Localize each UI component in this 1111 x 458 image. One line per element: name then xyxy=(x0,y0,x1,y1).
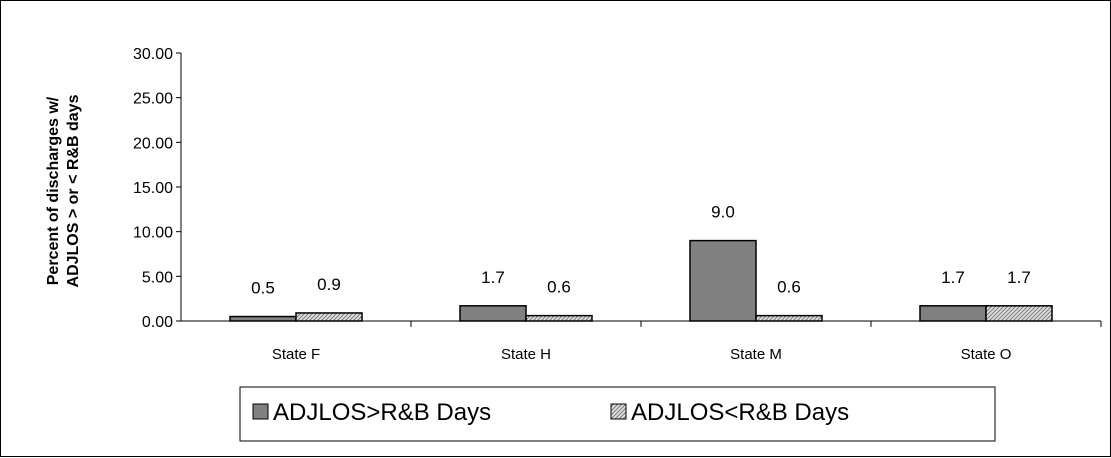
legend-label-series-2: ADJLOS<R&B Days xyxy=(631,399,849,426)
bar xyxy=(229,315,297,322)
data-label: 9.0 xyxy=(711,203,735,222)
y-tick-label: 15.00 xyxy=(133,180,173,197)
legend-swatch-series-1 xyxy=(252,403,269,420)
legend: ADJLOS>R&B Days ADJLOS<R&B Days xyxy=(239,386,996,442)
bar xyxy=(985,305,1053,322)
legend-swatch-series-2 xyxy=(610,403,627,420)
x-tick-label: State H xyxy=(501,346,551,363)
data-label: 0.5 xyxy=(251,279,275,298)
bar xyxy=(755,314,823,322)
legend-label-series-1: ADJLOS>R&B Days xyxy=(273,399,491,426)
y-tick-label: 10.00 xyxy=(133,225,173,242)
bar xyxy=(459,305,527,322)
bar xyxy=(295,312,363,322)
x-tick-label: State F xyxy=(272,346,320,363)
data-label: 1.7 xyxy=(481,268,505,287)
x-tick-label: State M xyxy=(730,346,782,363)
data-label: 0.9 xyxy=(317,275,341,294)
bars: 0.5 0.9 1.7 0.6 9.0 0.6 1.7 1.7 xyxy=(229,203,1053,322)
bar xyxy=(919,305,987,322)
y-tick-label: 20.00 xyxy=(133,135,173,152)
y-axis-label: Percent of discharges w/ ADJLOS > or < R… xyxy=(45,94,82,287)
y-tick-label: 25.00 xyxy=(133,91,173,108)
x-tick-label: State O xyxy=(961,346,1012,363)
axes: 0.00 5.00 10.00 15.00 20.00 25.00 30.00 State F… xyxy=(133,46,1102,363)
y-axis-label-line-1: Percent of discharges w/ xyxy=(45,96,62,285)
bar xyxy=(525,314,593,322)
y-tick-label: 0.00 xyxy=(142,314,173,331)
data-label: 0.6 xyxy=(547,278,571,297)
y-axis-label-line-2: ADJLOS > or < R&B days xyxy=(65,94,82,287)
data-label: 1.7 xyxy=(1007,268,1031,287)
y-tick-label: 5.00 xyxy=(142,269,173,286)
y-tick-label: 30.00 xyxy=(133,46,173,63)
data-label: 0.6 xyxy=(777,278,801,297)
bar xyxy=(689,239,757,322)
data-label: 1.7 xyxy=(941,268,965,287)
